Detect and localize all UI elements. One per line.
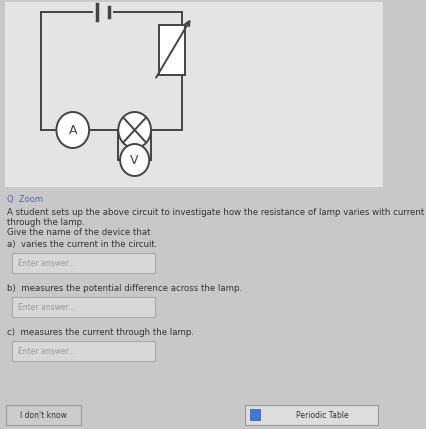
Text: c)  measures the current through the lamp.: c) measures the current through the lamp…	[7, 328, 194, 337]
Text: b)  measures the potential difference across the lamp.: b) measures the potential difference acr…	[7, 284, 242, 293]
Text: A student sets up the above circuit to investigate how the resistance of lamp va: A student sets up the above circuit to i…	[7, 208, 425, 227]
Text: I don't know: I don't know	[20, 411, 67, 420]
FancyBboxPatch shape	[12, 253, 155, 273]
Circle shape	[120, 144, 149, 176]
Text: Give the name of the device that: Give the name of the device that	[7, 228, 151, 237]
FancyBboxPatch shape	[5, 2, 383, 187]
Text: a)  varies the current in the circuit.: a) varies the current in the circuit.	[7, 240, 158, 249]
FancyBboxPatch shape	[12, 341, 155, 361]
FancyBboxPatch shape	[250, 409, 261, 421]
Text: Enter answer...: Enter answer...	[18, 347, 75, 356]
Text: Enter answer...: Enter answer...	[18, 302, 75, 311]
Circle shape	[118, 112, 151, 148]
Text: Enter answer...: Enter answer...	[18, 259, 75, 268]
Text: A: A	[69, 124, 77, 136]
FancyBboxPatch shape	[12, 297, 155, 317]
Text: V: V	[130, 154, 139, 166]
FancyBboxPatch shape	[245, 405, 378, 425]
Circle shape	[56, 112, 89, 148]
FancyBboxPatch shape	[6, 405, 81, 425]
Text: Q  Zoom: Q Zoom	[7, 195, 43, 204]
FancyBboxPatch shape	[159, 25, 185, 75]
Text: Periodic Table: Periodic Table	[296, 411, 348, 420]
